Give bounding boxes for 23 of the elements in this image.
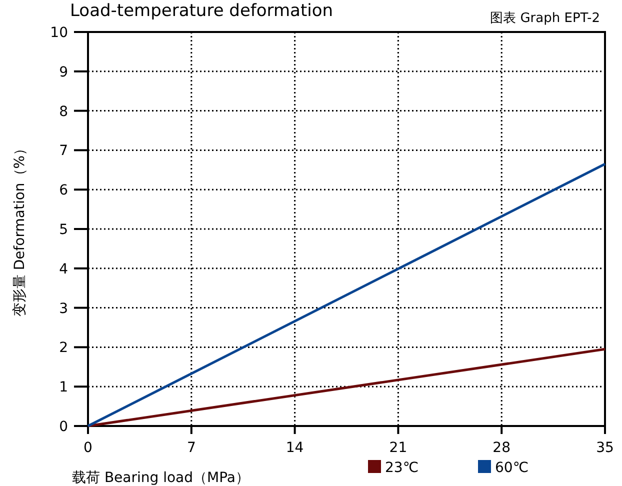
y-tick-label: 0	[59, 419, 68, 435]
y-tick-label: 2	[59, 340, 68, 356]
x-tick-label: 7	[186, 440, 196, 456]
x-axis-title: 载荷 Bearing load（MPa）	[72, 470, 250, 486]
x-tick-label: 0	[84, 440, 92, 456]
x-tick-label: 35	[596, 440, 614, 456]
y-tick-label: 7	[59, 143, 68, 160]
y-tick-label: 3	[59, 300, 68, 317]
x-tick-label: 21	[389, 440, 408, 456]
y-tick-label: 1	[59, 380, 68, 396]
chart-title: Load-temperature deformation	[70, 1, 334, 21]
y-tick-label: 6	[59, 182, 68, 199]
y-tick-label: 9	[59, 64, 68, 80]
x-tick-label: 28	[492, 440, 511, 456]
y-tick-label: 5	[59, 222, 68, 238]
y-tick-label: 4	[59, 261, 68, 278]
chart-subtitle: 图表 Graph EPT-2	[490, 11, 600, 26]
y-tick-label: 10	[50, 25, 68, 41]
y-tick-label: 8	[59, 104, 68, 120]
legend-label: 60℃	[495, 460, 529, 476]
x-tick-label: 14	[286, 440, 304, 456]
y-axis-title: 变形量 Deformation（%）	[12, 141, 28, 317]
legend-label: 23℃	[385, 460, 419, 476]
